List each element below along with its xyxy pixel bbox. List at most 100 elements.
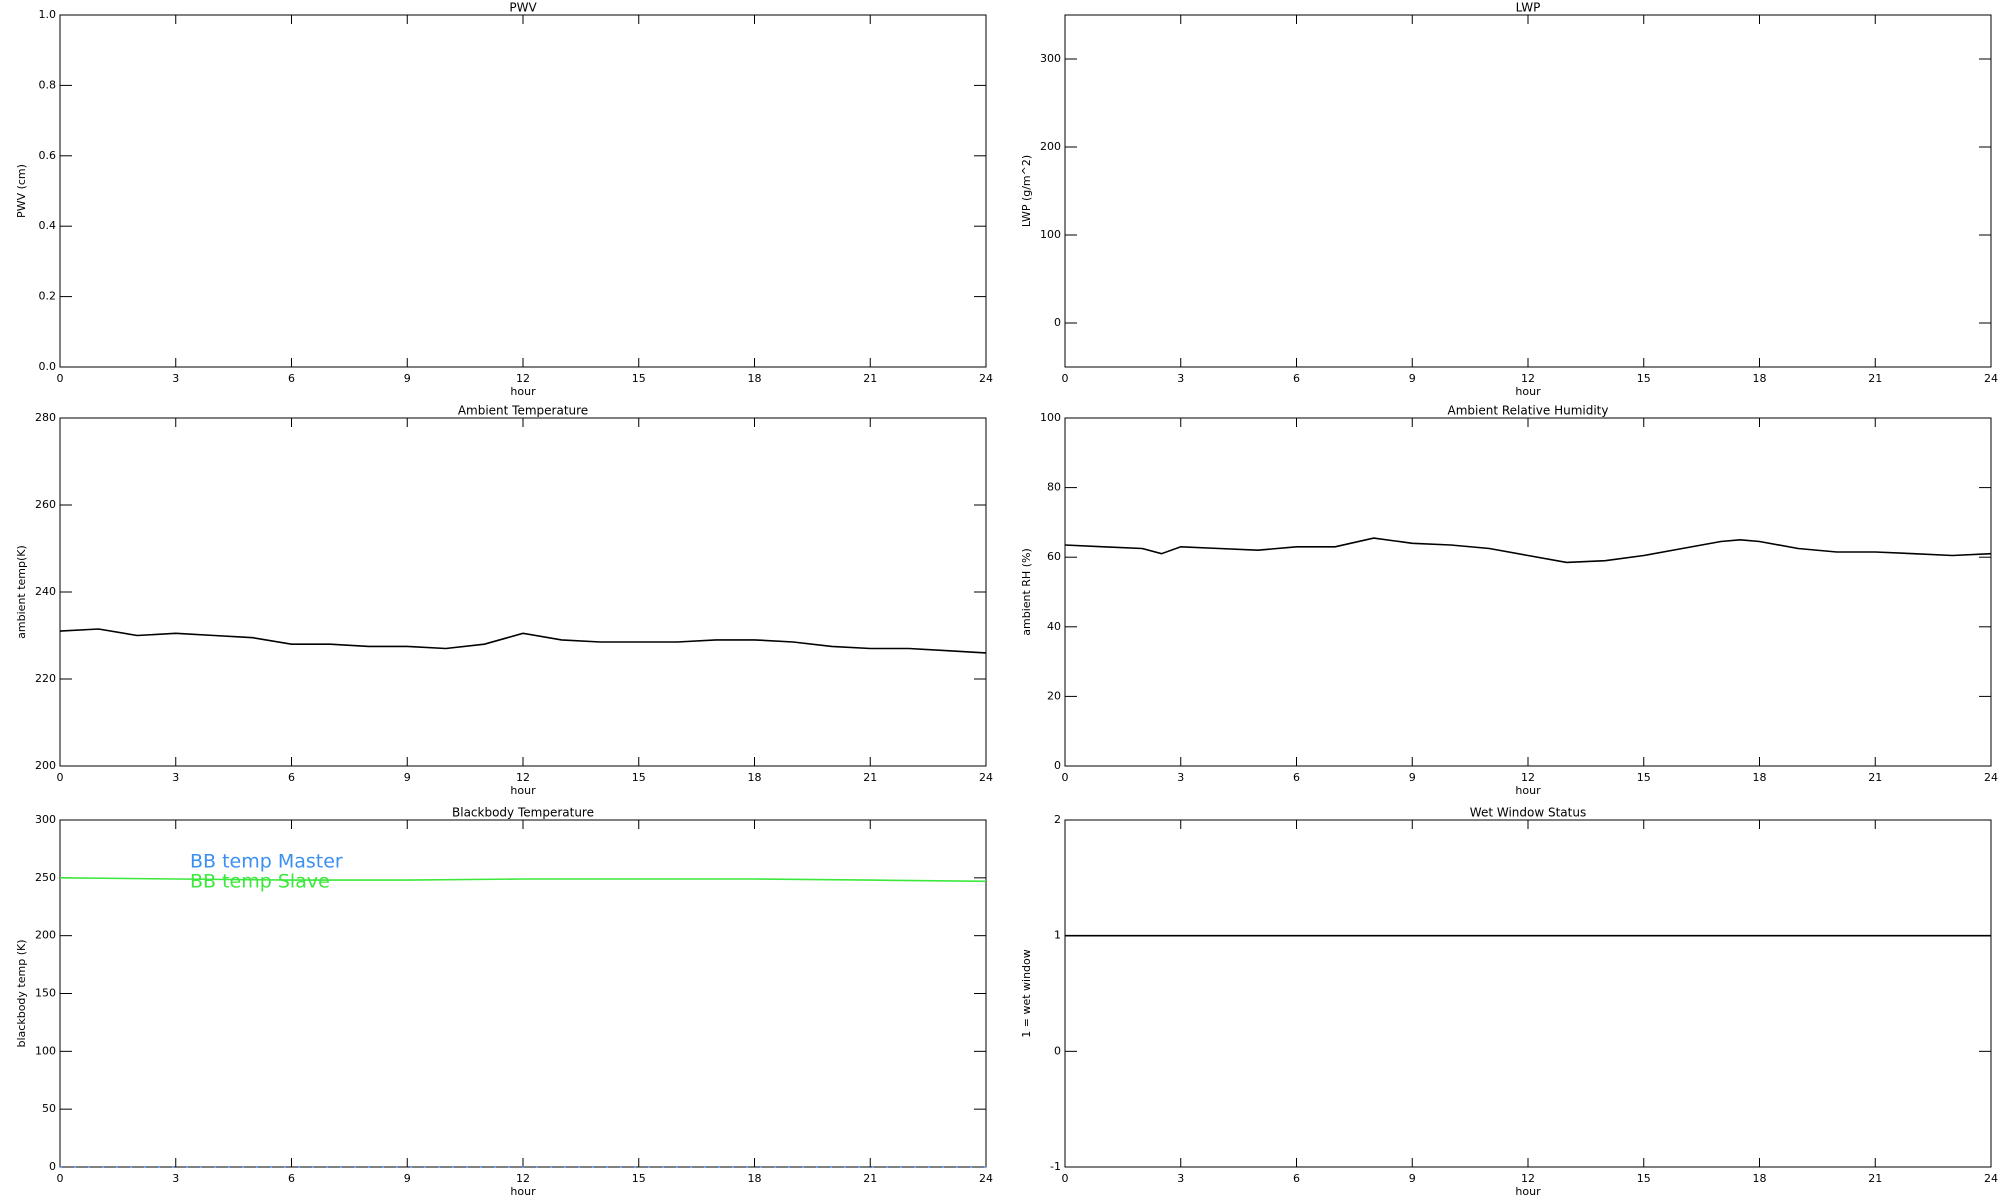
chart-title: Blackbody Temperature [452,806,594,820]
y-axis-label: 1 = wet window [1020,949,1033,1038]
x-tick-label: 3 [172,1172,179,1185]
y-axis-label: ambient temp(K) [15,545,28,639]
plot-frame [1064,14,1992,368]
y-tick-label: 100 [35,1044,56,1057]
x-tick-label: 15 [1637,771,1651,784]
y-tick-label: 100 [1040,228,1061,241]
y-tick-label: -1 [1050,1160,1061,1173]
x-tick-label: 9 [404,1172,411,1185]
series-line [1064,537,1992,564]
y-tick-label: 0 [1054,759,1061,772]
x-tick-label: 21 [1868,1172,1882,1185]
x-tick-label: 24 [1984,372,1998,385]
y-tick-label: 50 [42,1102,56,1115]
x-tick-label: 3 [1177,372,1184,385]
x-axis-label: hour [510,385,536,398]
x-tick-label: 12 [516,372,530,385]
y-tick-label: 0 [49,1160,56,1173]
y-tick-label: 1.0 [39,8,57,21]
x-tick-label: 21 [863,771,877,784]
y-tick-label: 150 [35,987,56,1000]
x-tick-label: 9 [404,372,411,385]
x-tick-label: 18 [1753,372,1767,385]
y-tick-label: 0.0 [39,360,57,373]
chart-title: LWP [1516,1,1541,15]
x-tick-label: 9 [1409,771,1416,784]
chart-title: Ambient Relative Humidity [1448,404,1609,418]
x-tick-label: 18 [1753,1172,1767,1185]
y-tick-label: 0.4 [39,219,57,232]
legend-entry: BB temp Master [190,851,343,873]
x-tick-label: 12 [1521,1172,1535,1185]
y-tick-label: 40 [1047,620,1061,633]
x-tick-label: 9 [1409,1172,1416,1185]
y-tick-label: 20 [1047,689,1061,702]
x-tick-label: 6 [1293,771,1300,784]
x-tick-label: 0 [57,372,64,385]
plot-frame [1064,417,1992,767]
x-tick-label: 15 [632,1172,646,1185]
y-tick-label: 200 [35,929,56,942]
x-tick-label: 3 [1177,1172,1184,1185]
x-tick-label: 24 [979,1172,993,1185]
y-tick-label: 240 [35,585,56,598]
x-tick-label: 6 [288,1172,295,1185]
y-tick-label: 300 [35,813,56,826]
x-tick-label: 12 [1521,372,1535,385]
x-tick-label: 18 [748,372,762,385]
y-axis-label: LWP (g/m^2) [1020,155,1033,227]
y-tick-label: 0 [1054,1044,1061,1057]
y-tick-label: 0.6 [39,149,57,162]
y-tick-label: 80 [1047,481,1061,494]
x-tick-label: 9 [404,771,411,784]
x-tick-label: 6 [1293,1172,1300,1185]
legend-entry: BB temp Slave [190,871,330,893]
plot-frame [59,417,987,767]
y-axis-label: PWV (cm) [15,164,28,218]
y-axis-label: blackbody temp (K) [15,940,28,1048]
x-tick-label: 24 [1984,771,1998,784]
y-tick-label: 260 [35,498,56,511]
y-tick-label: 220 [35,672,56,685]
x-tick-label: 0 [57,771,64,784]
y-tick-label: 60 [1047,550,1061,563]
x-tick-label: 0 [1062,1172,1069,1185]
x-tick-label: 6 [288,771,295,784]
x-tick-label: 3 [1177,771,1184,784]
plot-frame [1064,819,1992,1168]
x-tick-label: 0 [1062,771,1069,784]
x-tick-label: 3 [172,372,179,385]
x-tick-label: 18 [748,1172,762,1185]
y-axis-label: ambient RH (%) [1020,548,1033,636]
x-tick-label: 21 [1868,771,1882,784]
x-tick-label: 15 [1637,372,1651,385]
y-tick-label: 0.8 [39,78,57,91]
x-tick-label: 6 [288,372,295,385]
x-tick-label: 15 [632,771,646,784]
y-tick-label: 280 [35,411,56,424]
x-axis-label: hour [510,1185,536,1198]
y-tick-label: 0 [1054,316,1061,329]
chart-title: PWV [509,1,537,15]
x-tick-label: 9 [1409,372,1416,385]
x-tick-label: 24 [979,372,993,385]
x-tick-label: 0 [1062,372,1069,385]
x-tick-label: 18 [1753,771,1767,784]
y-tick-label: 300 [1040,52,1061,65]
x-tick-label: 0 [57,1172,64,1185]
x-tick-label: 24 [1984,1172,1998,1185]
y-tick-label: 200 [35,759,56,772]
plot-frame [59,14,987,368]
x-axis-label: hour [1515,784,1541,797]
series-line [59,877,987,883]
x-tick-label: 21 [863,372,877,385]
x-tick-label: 12 [516,771,530,784]
y-tick-label: 0.2 [39,290,57,303]
x-tick-label: 21 [1868,372,1882,385]
y-tick-label: 1 [1054,929,1061,942]
x-axis-label: hour [1515,1185,1541,1198]
x-tick-label: 18 [748,771,762,784]
chart-title: Wet Window Status [1470,806,1586,820]
x-tick-label: 21 [863,1172,877,1185]
